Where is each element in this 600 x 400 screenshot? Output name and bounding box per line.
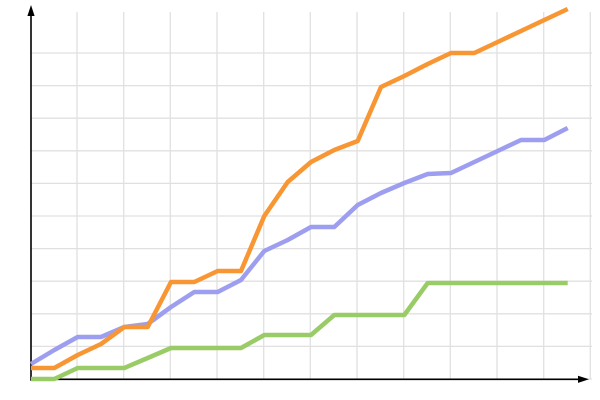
x-axis-arrowhead xyxy=(578,375,589,383)
y-axis-arrowhead xyxy=(27,5,35,16)
series-purple-line xyxy=(29,125,569,366)
data-series xyxy=(29,6,569,382)
axes xyxy=(27,5,589,383)
series-orange-line xyxy=(31,6,569,371)
series-green-line xyxy=(31,280,568,382)
grid-lines xyxy=(31,12,592,380)
